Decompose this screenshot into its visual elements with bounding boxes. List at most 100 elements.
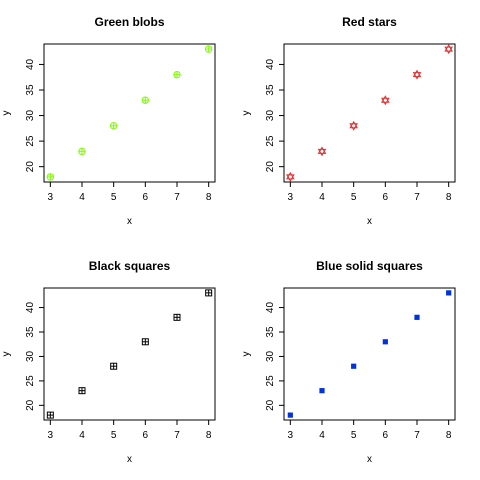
y-tick-label: 40 [25,58,36,70]
y-tick-label: 25 [25,135,36,147]
y-tick-label: 30 [265,110,276,122]
y-tick-label: 25 [265,375,276,387]
y-axis-label: y [241,111,252,116]
data-point [414,314,420,320]
y-tick-label: 35 [25,326,36,338]
chart-title: Black squares [89,259,171,273]
x-tick-label: 4 [79,192,85,203]
x-tick-label: 5 [111,430,117,441]
data-series [287,290,452,418]
chart-panel: Black squares 3 4 5 6 7 8 20 25 30 35 40 x y [1,259,216,465]
x-tick-label: 5 [351,192,357,203]
y-axis: 20 25 30 35 40 [25,302,45,411]
data-point [173,70,181,79]
data-point [444,44,453,55]
y-axis-label: y [241,352,252,357]
y-tick-label: 35 [25,84,36,96]
x-tick-label: 7 [414,430,420,441]
x-tick-label: 4 [319,192,325,203]
x-axis-label: x [127,216,132,227]
data-point [349,120,358,131]
data-point [141,338,149,346]
data-series [46,289,213,419]
y-tick-label: 40 [265,302,276,314]
x-axis: 3 4 5 6 7 8 [288,181,452,203]
data-point [351,363,357,369]
x-axis: 3 4 5 6 7 8 [48,181,212,203]
data-point [205,289,213,297]
data-point [46,173,55,181]
data-point [446,290,452,296]
x-tick-label: 6 [383,430,389,441]
data-point [381,95,390,106]
data-point [110,362,118,370]
plot-frame [283,287,456,421]
x-tick-label: 4 [319,430,325,441]
chart-panel: Blue solid squares 3 4 5 6 7 8 20 25 30 35 40 x y [241,259,456,465]
plot-frame [283,43,456,183]
data-point [141,96,150,104]
y-axis-label: y [1,352,12,357]
plot-frame [43,43,216,183]
y-tick-label: 40 [265,58,276,70]
x-tick-label: 8 [446,430,452,441]
y-tick-label: 20 [265,399,276,411]
x-tick-label: 6 [383,192,389,203]
x-tick-label: 7 [174,430,180,441]
y-tick-label: 20 [25,399,36,411]
x-tick-label: 5 [111,192,117,203]
y-axis-label: y [1,111,12,116]
chart-panel: Red stars 3 4 5 6 7 8 20 25 30 35 40 x y [241,15,456,227]
y-axis: 20 25 30 35 40 [265,58,285,173]
chart-title: Green blobs [94,15,164,29]
x-tick-label: 8 [206,192,212,203]
y-tick-label: 30 [25,110,36,122]
x-tick-label: 3 [48,430,54,441]
chart-title: Red stars [342,15,397,29]
x-tick-label: 6 [143,430,149,441]
x-tick-label: 7 [174,192,180,203]
x-tick-label: 4 [79,430,85,441]
y-axis: 20 25 30 35 40 [265,302,285,411]
x-axis-label: x [367,454,372,465]
x-axis-label: x [127,454,132,465]
data-series [286,44,453,182]
y-tick-label: 25 [25,375,36,387]
data-point [382,339,388,345]
data-point [78,147,86,156]
y-tick-label: 20 [25,161,36,173]
y-tick-label: 35 [265,84,276,96]
data-series [46,45,213,181]
data-point [287,412,293,418]
x-tick-label: 8 [446,192,452,203]
plot-frame [43,287,216,421]
chart-title: Blue solid squares [316,259,423,273]
y-tick-label: 35 [265,326,276,338]
y-tick-label: 30 [25,350,36,362]
y-tick-label: 25 [265,135,276,147]
data-point [286,171,295,182]
x-tick-label: 6 [143,192,149,203]
data-point [204,45,213,53]
x-tick-label: 3 [48,192,54,203]
y-axis: 20 25 30 35 40 [25,58,45,173]
x-axis-label: x [367,216,372,227]
data-point [412,69,422,80]
data-point [317,146,327,157]
x-tick-label: 8 [206,430,212,441]
data-point [109,122,118,130]
data-point [78,387,86,395]
y-tick-label: 20 [265,161,276,173]
x-axis: 3 4 5 6 7 8 [48,419,212,441]
data-point [46,411,54,419]
x-tick-label: 7 [414,192,420,203]
chart-panel: Green blobs 3 4 5 6 7 8 20 25 30 35 40 x y [1,15,216,227]
data-point [319,388,325,394]
x-tick-label: 3 [288,192,294,203]
x-axis: 3 4 5 6 7 8 [288,419,452,441]
x-tick-label: 5 [351,430,357,441]
y-tick-label: 30 [265,350,276,362]
y-tick-label: 40 [25,302,36,314]
data-point [173,313,181,321]
